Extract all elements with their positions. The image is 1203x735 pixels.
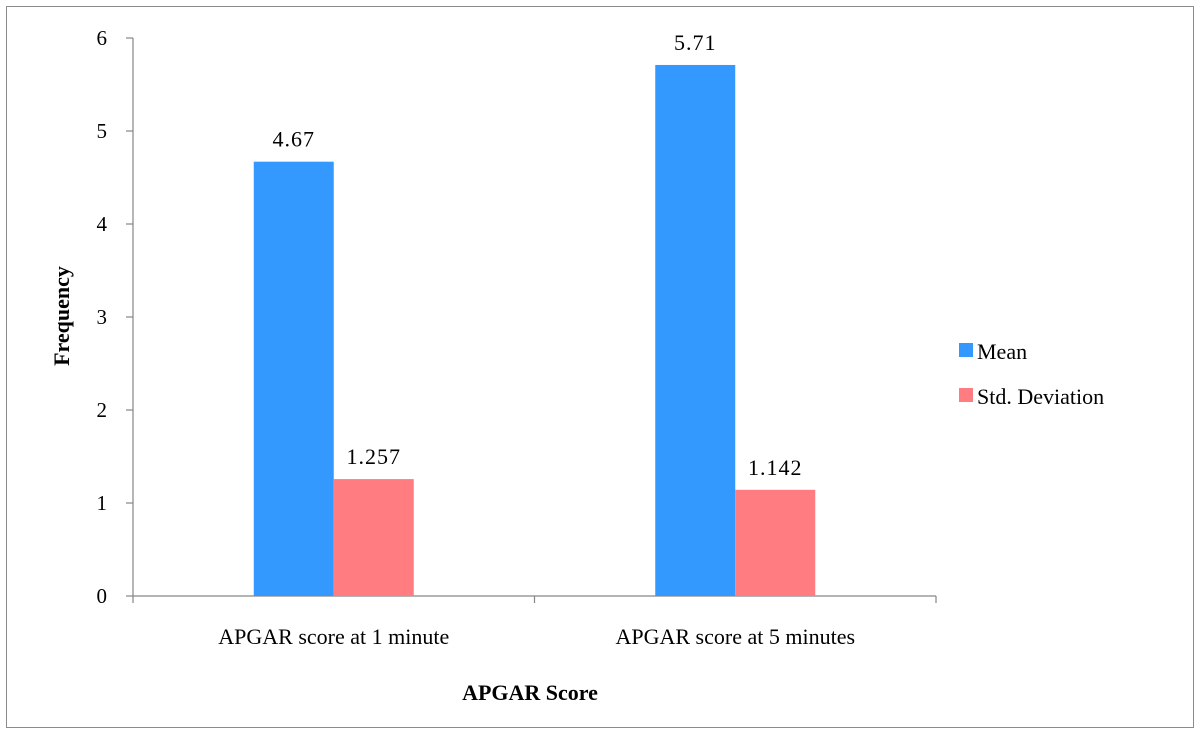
- x-axis-title: APGAR Score: [462, 680, 598, 705]
- y-tick-label: 3: [97, 305, 108, 329]
- y-tick-label: 0: [97, 584, 108, 608]
- x-tick-label: APGAR score at 1 minute: [218, 624, 449, 649]
- data-label: 4.67: [273, 127, 316, 152]
- data-label: 1.257: [347, 444, 402, 469]
- bar-mean: [253, 161, 334, 596]
- y-tick-label: 2: [97, 398, 108, 422]
- legend-swatch: [959, 343, 973, 357]
- legend-label: Std. Deviation: [977, 384, 1104, 409]
- x-tick-label: APGAR score at 5 minutes: [615, 624, 855, 649]
- bar-mean: [655, 64, 736, 597]
- y-tick-label: 6: [97, 26, 108, 50]
- bars: [253, 64, 816, 597]
- data-label: 5.71: [674, 30, 717, 55]
- y-tick-label: 4: [97, 212, 108, 236]
- bar-std-deviation: [735, 489, 816, 596]
- legend: Mean Std. Deviation: [959, 339, 1104, 409]
- x-axis: APGAR score at 1 minute APGAR score at 5 …: [132, 595, 937, 649]
- chart-frame: [6, 6, 1194, 728]
- data-labels: 4.67 5.71 1.257 1.142: [273, 30, 803, 480]
- y-axis-title: Frequency: [49, 266, 74, 366]
- legend-swatch: [959, 388, 973, 402]
- y-axis: 0 1 2 3 4 5 6: [97, 26, 134, 608]
- bar-std-deviation: [333, 479, 414, 596]
- y-tick-label: 5: [97, 119, 108, 143]
- y-tick-label: 1: [97, 491, 108, 515]
- legend-label: Mean: [977, 339, 1027, 364]
- data-label: 1.142: [748, 455, 803, 480]
